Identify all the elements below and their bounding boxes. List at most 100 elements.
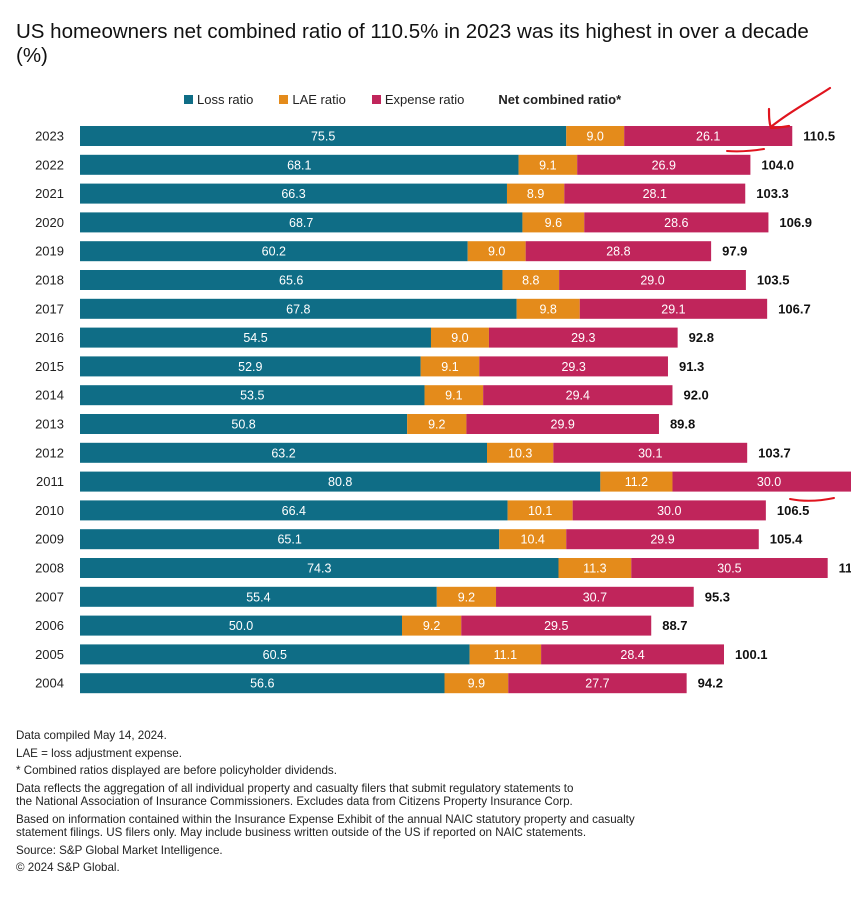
total-label-2004: 94.2 (698, 676, 723, 691)
bar-lae-2018 (502, 270, 560, 290)
bar-label-lae-2008: 11.3 (583, 562, 606, 576)
bar-loss-2012 (80, 442, 488, 463)
bar-expense-2018 (559, 270, 746, 290)
footnote-compiled: Data compiled May 14, 2024. (16, 729, 167, 742)
annotation-underline-2023 (726, 148, 765, 153)
chart-legend: Loss ratio LAE ratio Expense ratio Net c… (184, 90, 647, 108)
bar-loss-2007 (80, 586, 437, 607)
bar-loss-2020 (80, 212, 523, 233)
bar-label-lae-2019: 9.0 (488, 245, 505, 259)
bar-label-expense-2013: 29.9 (551, 418, 575, 432)
total-label-2022: 104.0 (761, 157, 794, 172)
legend-swatch-lae (279, 94, 289, 104)
year-label-2022: 2022 (35, 157, 64, 172)
bar-label-lae-2014: 9.1 (445, 389, 462, 403)
bar-label-loss-2021: 66.3 (281, 187, 305, 201)
annotation-arrow-shaft (770, 86, 832, 128)
total-label-2023: 110.5 (803, 129, 835, 144)
bar-label-loss-2017: 67.8 (286, 302, 310, 316)
bar-label-expense-2021: 28.1 (643, 187, 667, 201)
year-label-2014: 2014 (35, 388, 64, 403)
bar-lae-2008 (558, 558, 632, 578)
total-label-2012: 103.7 (758, 445, 791, 460)
bar-label-lae-2023: 9.0 (587, 130, 604, 144)
bar-expense-2020 (584, 212, 769, 233)
bar-expense-2011 (672, 471, 851, 492)
year-label-2012: 2012 (35, 445, 64, 460)
legend-item-net-combined: Net combined ratio* (498, 92, 621, 107)
bar-label-expense-2014: 29.4 (566, 389, 590, 403)
bar-label-lae-2016: 9.0 (451, 331, 468, 345)
bar-expense-2013 (466, 414, 659, 434)
total-label-2021: 103.3 (756, 186, 789, 201)
bar-label-loss-2015: 52.9 (238, 360, 262, 374)
bar-label-loss-2012: 63.2 (271, 446, 295, 460)
bar-label-expense-2006: 29.5 (544, 619, 568, 633)
bar-lae-2011 (600, 471, 673, 492)
bar-loss-2005 (80, 644, 470, 665)
bar-loss-2006 (80, 615, 402, 636)
legend-item-expense: Expense ratio (371, 91, 465, 107)
total-label-2006: 88.7 (662, 618, 687, 633)
bar-label-loss-2020: 68.7 (289, 216, 313, 230)
bar-loss-2019 (80, 241, 468, 262)
total-label-2017: 106.7 (778, 301, 811, 316)
bar-label-expense-2016: 29.3 (571, 331, 595, 345)
bar-expense-2015 (479, 356, 668, 377)
bar-loss-2023 (80, 126, 567, 146)
bar-label-expense-2009: 29.9 (650, 533, 674, 547)
bar-label-loss-2007: 55.4 (246, 590, 270, 604)
bar-label-loss-2008: 74.3 (307, 562, 331, 576)
bar-loss-2015 (80, 356, 421, 377)
bar-label-loss-2014: 53.5 (240, 389, 264, 403)
bar-expense-2019 (525, 241, 712, 262)
bar-lae-2010 (507, 500, 573, 521)
total-label-2018: 103.5 (757, 273, 790, 288)
total-label-2019: 97.9 (722, 244, 747, 259)
bar-expense-2017 (579, 298, 768, 319)
chart-title: US homeowners net combined ratio of 110.… (16, 20, 809, 67)
bar-label-lae-2006: 9.2 (423, 619, 440, 633)
legend-item-loss: Loss ratio (184, 92, 253, 107)
bar-label-expense-2004: 27.7 (585, 677, 609, 691)
legend-label-loss: Loss ratio (197, 91, 254, 107)
bar-label-loss-2005: 60.5 (263, 648, 287, 662)
bar-label-lae-2017: 9.8 (539, 302, 556, 316)
bar-lae-2021 (506, 183, 565, 204)
year-label-2004: 2004 (35, 676, 64, 691)
legend-label-lae: LAE ratio (292, 91, 346, 107)
bar-label-expense-2015: 29.3 (561, 360, 585, 374)
bar-label-expense-2023: 26.1 (696, 130, 720, 144)
bar-loss-2013 (80, 414, 408, 434)
annotation-arrow-head (767, 107, 791, 130)
total-label-2014: 92.0 (683, 388, 708, 403)
footnote-naic-basis: Based on information contained within th… (16, 812, 635, 840)
bar-expense-2014 (483, 385, 673, 406)
bar-label-expense-2007: 30.7 (583, 590, 607, 604)
bar-label-loss-2016: 54.5 (243, 331, 267, 345)
year-label-2008: 2008 (35, 561, 64, 576)
year-label-2006: 2006 (35, 618, 64, 633)
legend-label-expense: Expense ratio (384, 91, 465, 107)
bar-lae-2005 (469, 644, 542, 665)
bar-loss-2009 (80, 529, 500, 550)
bar-label-loss-2009: 65.1 (277, 533, 301, 547)
bar-lae-2023 (566, 126, 625, 146)
bar-label-loss-2018: 65.6 (279, 274, 303, 288)
bar-label-expense-2018: 29.0 (640, 274, 664, 288)
total-label-2005: 100.1 (735, 647, 768, 662)
bar-label-loss-2010: 66.4 (282, 504, 306, 518)
bar-loss-2011 (80, 471, 601, 492)
bar-label-lae-2020: 9.6 (545, 216, 562, 230)
year-label-2018: 2018 (35, 273, 64, 288)
bar-lae-2020 (522, 212, 585, 233)
bar-label-loss-2023: 75.5 (311, 130, 335, 144)
bar-label-expense-2022: 26.9 (652, 158, 676, 172)
bar-lae-2007 (436, 586, 497, 607)
bar-expense-2010 (572, 500, 766, 521)
bar-label-loss-2004: 56.6 (250, 677, 274, 691)
year-label-2005: 2005 (35, 647, 64, 662)
bar-expense-2021 (564, 183, 746, 204)
bar-expense-2012 (553, 442, 748, 463)
bar-lae-2012 (487, 442, 554, 463)
